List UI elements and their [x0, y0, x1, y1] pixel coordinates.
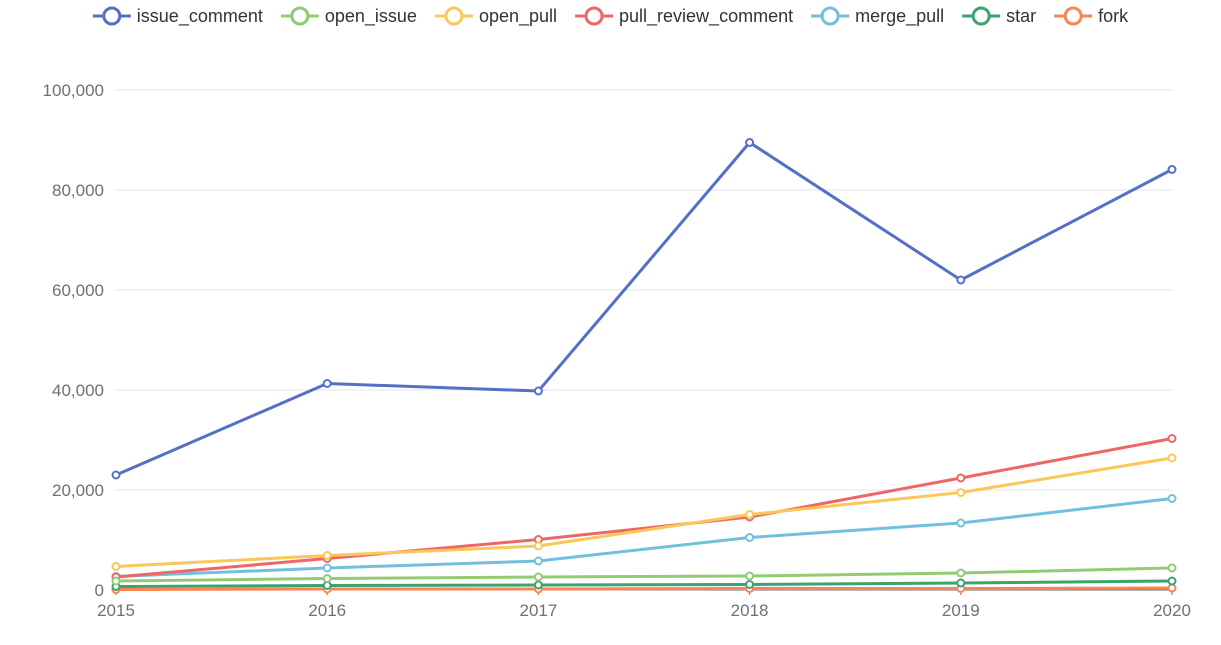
data-point[interactable] — [533, 541, 543, 551]
data-point[interactable] — [1167, 583, 1177, 593]
series-open_issue — [111, 563, 1177, 586]
data-point[interactable] — [111, 562, 121, 571]
data-point[interactable] — [745, 533, 755, 542]
y-tick-label: 40,000 — [52, 381, 104, 400]
y-tick-label: 20,000 — [52, 481, 104, 500]
y-tick-label: 0 — [95, 581, 104, 600]
data-point[interactable] — [322, 574, 332, 583]
data-point[interactable] — [956, 518, 966, 528]
legend-circle-icon — [444, 6, 464, 26]
data-point[interactable] — [111, 576, 121, 586]
data-point[interactable] — [322, 581, 332, 590]
series-line — [115, 437, 1173, 579]
data-point[interactable] — [956, 275, 966, 285]
series-line — [115, 579, 1173, 588]
data-point[interactable] — [956, 473, 966, 483]
legend-item-open_pull[interactable]: open_pull — [434, 6, 557, 27]
series-star — [111, 576, 1177, 591]
series-line — [115, 497, 1173, 578]
legend-label: open_issue — [325, 6, 417, 27]
data-point[interactable] — [745, 571, 755, 581]
legend-item-merge_pull[interactable]: merge_pull — [811, 6, 944, 27]
data-point[interactable] — [1167, 576, 1177, 586]
legend-circle-icon — [290, 6, 310, 26]
legend-label: pull_review_comment — [619, 6, 793, 27]
data-point[interactable] — [1167, 434, 1177, 443]
legend-item-open_issue[interactable]: open_issue — [280, 6, 417, 27]
series-open_pull — [111, 453, 1177, 571]
data-point[interactable] — [1167, 494, 1177, 503]
series-lines — [111, 138, 1177, 594]
legend-label: open_pull — [479, 6, 557, 27]
y-tick-label: 100,000 — [43, 81, 104, 100]
x-tick-label: 2019 — [942, 601, 980, 620]
data-point[interactable] — [1167, 453, 1177, 463]
x-tick-label: 2018 — [731, 601, 769, 620]
data-point[interactable] — [111, 470, 121, 480]
legend-circle-icon — [584, 6, 604, 26]
x-tick-label: 2015 — [97, 601, 135, 620]
series-line — [115, 141, 1173, 477]
data-point[interactable] — [745, 510, 755, 519]
x-tick-label: 2020 — [1153, 601, 1191, 620]
y-tick-label: 60,000 — [52, 281, 104, 300]
legend-label: merge_pull — [855, 6, 944, 27]
data-point[interactable] — [956, 578, 966, 588]
x-axis: 2015 2016 2017 2018 2019 2020 — [97, 589, 1191, 620]
series-fork — [111, 583, 1177, 594]
data-point[interactable] — [745, 580, 755, 589]
grid — [116, 89, 1172, 491]
data-point[interactable] — [533, 556, 543, 566]
y-axis: 0 20,000 40,000 60,000 80,000 100,000 — [43, 81, 104, 600]
legend-item-star[interactable]: star — [962, 6, 1036, 26]
data-point[interactable] — [533, 580, 543, 590]
data-point[interactable] — [322, 563, 332, 573]
legend-circle-icon — [102, 6, 122, 26]
series-line — [115, 456, 1173, 568]
series-line — [115, 586, 1173, 591]
legend-label: issue_comment — [137, 6, 263, 27]
data-point[interactable] — [956, 488, 966, 497]
legend-item-fork[interactable]: fork — [1054, 6, 1129, 26]
x-tick-label: 2017 — [519, 601, 557, 620]
data-point[interactable] — [745, 138, 755, 147]
legend-item-pull_review_comment[interactable]: pull_review_comment — [575, 6, 793, 27]
data-point[interactable] — [1167, 563, 1177, 573]
legend-circle-icon — [820, 6, 840, 26]
data-point[interactable] — [533, 386, 543, 396]
data-point[interactable] — [956, 568, 966, 578]
legend-circle-icon — [1063, 6, 1083, 26]
y-tick-label: 80,000 — [52, 181, 104, 200]
legend-label: fork — [1098, 6, 1129, 26]
legend-item-issue_comment[interactable]: issue_comment — [92, 6, 263, 27]
series-merge_pull — [111, 494, 1177, 581]
x-tick-label: 2016 — [308, 601, 346, 620]
data-point[interactable] — [322, 551, 332, 560]
series-issue_comment — [111, 138, 1177, 480]
series-line — [115, 566, 1173, 583]
legend: issue_comment open_issue open_pull pull_rev… — [92, 6, 1129, 27]
legend-label: star — [1006, 6, 1036, 26]
legend-circle-icon — [971, 6, 991, 26]
data-point[interactable] — [1167, 165, 1177, 174]
data-point[interactable] — [533, 572, 543, 582]
data-point[interactable] — [322, 379, 332, 388]
